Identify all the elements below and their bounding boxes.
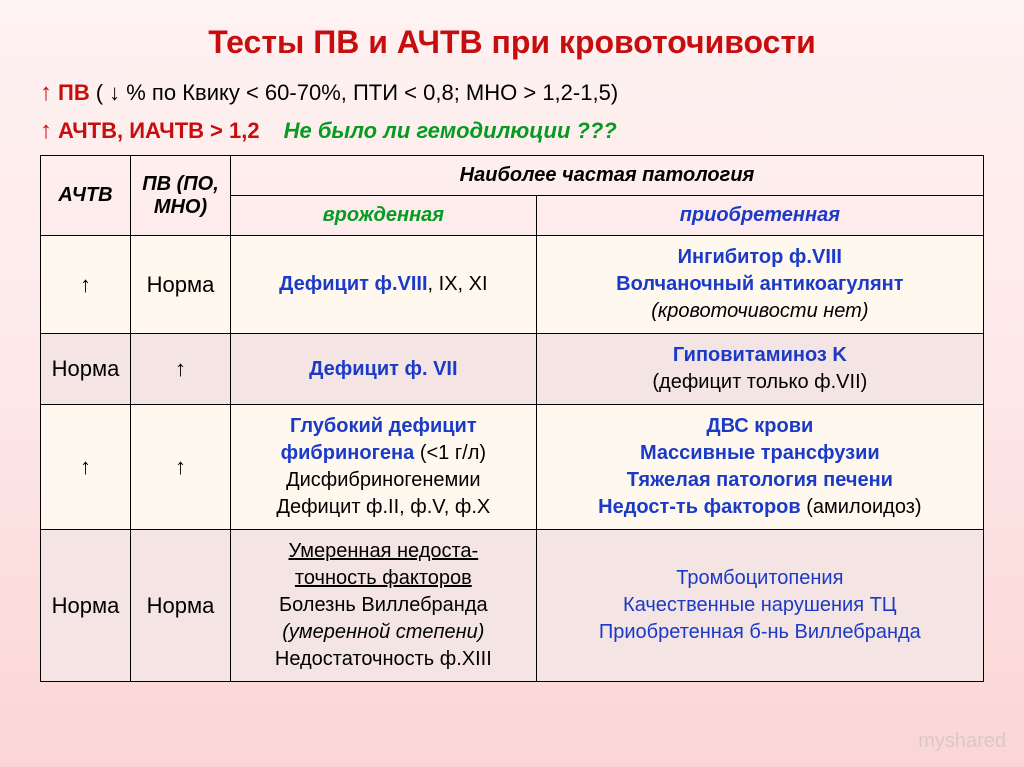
cell-achtv: ↑ xyxy=(41,405,131,530)
hdr-pv: ПВ (ПО, МНО) xyxy=(131,156,231,236)
table-row: НормаНормаУмеренная недоста-точность фак… xyxy=(41,530,984,682)
hdr-acquired: приобретенная xyxy=(536,196,983,236)
criteria-pv: ↑ ПВ ( ↓ % по Квику < 60-70%, ПТИ < 0,8;… xyxy=(40,79,984,107)
criteria-pv-cond: ( ↓ % по Квику < 60-70%, ПТИ < 0,8; МНО … xyxy=(96,80,618,106)
cell-pv: Норма xyxy=(131,236,231,334)
up-arrow-icon: ↑ xyxy=(40,79,52,107)
cell-pv: ↑ xyxy=(131,405,231,530)
cell-congenital: Умеренная недоста-точность факторовБолез… xyxy=(231,530,537,682)
cell-congenital: Дефицит ф.VIII, IX, XI xyxy=(231,236,537,334)
table-row: Норма↑Дефицит ф. VIIГиповитаминоз K(дефи… xyxy=(41,334,984,405)
criteria-achtv-name: АЧТВ, ИАЧТВ xyxy=(58,118,204,144)
hdr-pathology: Наиболее частая патология xyxy=(231,156,984,196)
hdr-achtv: АЧТВ xyxy=(41,156,131,236)
hdr-congenital: врожденная xyxy=(231,196,537,236)
up-arrow-icon: ↑ xyxy=(40,117,52,145)
criteria-achtv-cond: > 1,2 xyxy=(210,118,260,144)
pathology-table: АЧТВ ПВ (ПО, МНО) Наиболее частая патоло… xyxy=(40,155,984,682)
table-body: ↑НормаДефицит ф.VIII, IX, XIИнгибитор ф.… xyxy=(41,236,984,682)
cell-acquired: Ингибитор ф.VIIIВолчаночный антикоагулян… xyxy=(536,236,983,334)
criteria-pv-name: ПВ xyxy=(58,80,90,106)
cell-acquired: Гиповитаминоз K(дефицит только ф.VII) xyxy=(536,334,983,405)
cell-congenital: Глубокий дефицитфибриногена (<1 г/л)Дисф… xyxy=(231,405,537,530)
cell-congenital: Дефицит ф. VII xyxy=(231,334,537,405)
table-row: ↑НормаДефицит ф.VIII, IX, XIИнгибитор ф.… xyxy=(41,236,984,334)
criteria-achtv: ↑ АЧТВ, ИАЧТВ > 1,2 Не было ли гемодилюц… xyxy=(40,117,984,145)
cell-acquired: ДВС кровиМассивные трансфузииТяжелая пат… xyxy=(536,405,983,530)
criteria-question: Не было ли гемодилюции ??? xyxy=(284,118,617,144)
watermark: myshared xyxy=(918,730,1006,753)
cell-pv: ↑ xyxy=(131,334,231,405)
table-row: ↑↑Глубокий дефицитфибриногена (<1 г/л)Ди… xyxy=(41,405,984,530)
cell-achtv: ↑ xyxy=(41,236,131,334)
cell-achtv: Норма xyxy=(41,334,131,405)
slide-title: Тесты ПВ и АЧТВ при кровоточивости xyxy=(40,24,984,61)
cell-acquired: ТромбоцитопенияКачественные нарушения ТЦ… xyxy=(536,530,983,682)
cell-achtv: Норма xyxy=(41,530,131,682)
cell-pv: Норма xyxy=(131,530,231,682)
